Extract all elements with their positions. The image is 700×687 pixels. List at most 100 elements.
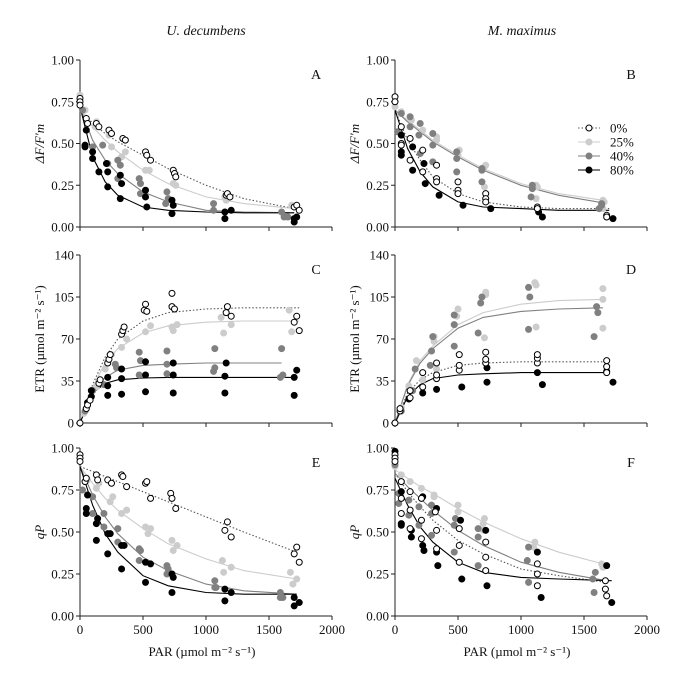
data-point-80pct — [87, 387, 95, 395]
y-tick-label: 70 — [376, 332, 389, 347]
data-point-0pct — [76, 457, 84, 465]
data-point-0pct — [482, 538, 490, 546]
data-point-40pct — [593, 303, 601, 311]
data-point-80pct — [104, 373, 112, 381]
data-point-0pct — [227, 312, 235, 320]
data-point-80pct — [482, 526, 490, 534]
data-point-25pct — [289, 580, 297, 588]
data-point-40pct — [211, 577, 219, 585]
data-point-0pct — [95, 123, 103, 131]
data-point-0pct — [431, 508, 439, 516]
column-title-right: M. maximus — [487, 24, 557, 39]
data-point-80pct — [118, 180, 126, 188]
data-point-0pct — [455, 525, 463, 533]
data-point-25pct — [147, 525, 155, 533]
data-point-0pct — [76, 419, 84, 427]
data-point-0pct — [603, 592, 611, 600]
y-tick-label: 0 — [68, 416, 75, 431]
data-point-80pct — [608, 599, 616, 607]
data-point-0pct — [147, 494, 155, 502]
y-tick-label: 0.75 — [366, 483, 389, 498]
data-point-25pct — [109, 493, 117, 501]
fit-curve-25pct — [394, 298, 603, 424]
data-point-80pct — [118, 565, 126, 573]
data-point-25pct — [599, 324, 607, 332]
data-point-40pct — [450, 311, 458, 319]
data-point-25pct — [123, 335, 131, 343]
data-point-80pct — [82, 126, 90, 134]
data-point-40pct — [114, 525, 122, 533]
fit-curve-40pct — [79, 106, 295, 214]
data-point-0pct — [121, 136, 129, 144]
y-tick-label: 35 — [376, 374, 389, 389]
data-point-25pct — [454, 501, 462, 509]
y-tick-label: 70 — [61, 332, 74, 347]
y-tick-label: 0.00 — [51, 220, 74, 235]
data-point-40pct — [477, 299, 485, 307]
data-point-0pct — [223, 303, 231, 311]
data-point-80pct — [419, 389, 427, 397]
data-point-0pct — [391, 419, 399, 427]
data-point-80pct — [533, 369, 541, 377]
data-point-40pct — [279, 594, 287, 602]
data-point-0pct — [406, 387, 414, 395]
data-point-0pct — [168, 494, 176, 502]
data-point-80pct — [120, 541, 128, 549]
data-point-40pct — [99, 141, 107, 149]
data-point-80pct — [420, 546, 428, 554]
data-point-40pct — [276, 373, 284, 381]
data-point-0pct — [406, 488, 414, 496]
data-point-0pct — [397, 494, 405, 502]
fit-curve-25pct — [79, 106, 295, 210]
x-tick-label: 1500 — [256, 622, 282, 637]
data-point-0pct — [433, 178, 441, 186]
data-point-80pct — [397, 151, 405, 159]
data-point-25pct — [169, 327, 177, 335]
data-point-25pct — [145, 166, 153, 174]
x-tick-label: 500 — [133, 622, 153, 637]
panel-b: 0.00 0.25 0.50 0.75 1.00 ΔF/F′m B 0%25%40%80% — [347, 53, 648, 235]
data-point-80pct — [290, 602, 298, 610]
data-point-0pct — [397, 123, 405, 131]
data-point-80pct — [118, 365, 126, 373]
data-point-40pct — [135, 371, 143, 379]
data-point-25pct — [454, 305, 462, 313]
data-point-40pct — [525, 543, 533, 551]
data-point-80pct — [118, 375, 126, 383]
data-point-80pct — [609, 378, 617, 386]
data-point-0pct — [143, 307, 151, 315]
data-point-25pct — [123, 506, 131, 514]
data-point-25pct — [286, 568, 294, 576]
x-tick-label: 1000 — [508, 622, 534, 637]
y-axis-label: ΔF/F′m — [347, 124, 362, 164]
data-point-40pct — [429, 141, 437, 149]
data-point-0pct — [433, 359, 441, 367]
data-point-80pct — [538, 213, 546, 221]
data-point-40pct — [163, 188, 171, 196]
data-point-0pct — [482, 348, 490, 356]
data-point-40pct — [589, 575, 597, 583]
data-point-80pct — [420, 160, 428, 168]
data-point-25pct — [412, 357, 420, 365]
data-point-80pct — [609, 215, 617, 223]
data-point-0pct — [417, 535, 425, 543]
data-point-40pct — [474, 533, 482, 541]
data-point-0pct — [433, 545, 441, 553]
data-point-80pct — [483, 582, 491, 590]
data-point-0pct — [533, 570, 541, 578]
data-point-25pct — [285, 306, 293, 314]
data-point-80pct — [104, 550, 112, 558]
data-point-40pct — [428, 347, 436, 355]
data-point-80pct — [221, 585, 229, 593]
data-point-40pct — [100, 523, 108, 531]
data-point-25pct — [172, 181, 180, 189]
data-point-25pct — [168, 536, 176, 544]
data-point-40pct — [525, 325, 533, 333]
y-tick-label: 0.75 — [51, 94, 74, 109]
data-point-40pct — [211, 345, 219, 353]
data-point-0pct — [419, 369, 427, 377]
data-point-40pct — [100, 510, 108, 518]
data-point-25pct — [147, 322, 155, 330]
data-point-80pct — [221, 597, 229, 605]
fit-curve-40pct — [394, 307, 603, 424]
